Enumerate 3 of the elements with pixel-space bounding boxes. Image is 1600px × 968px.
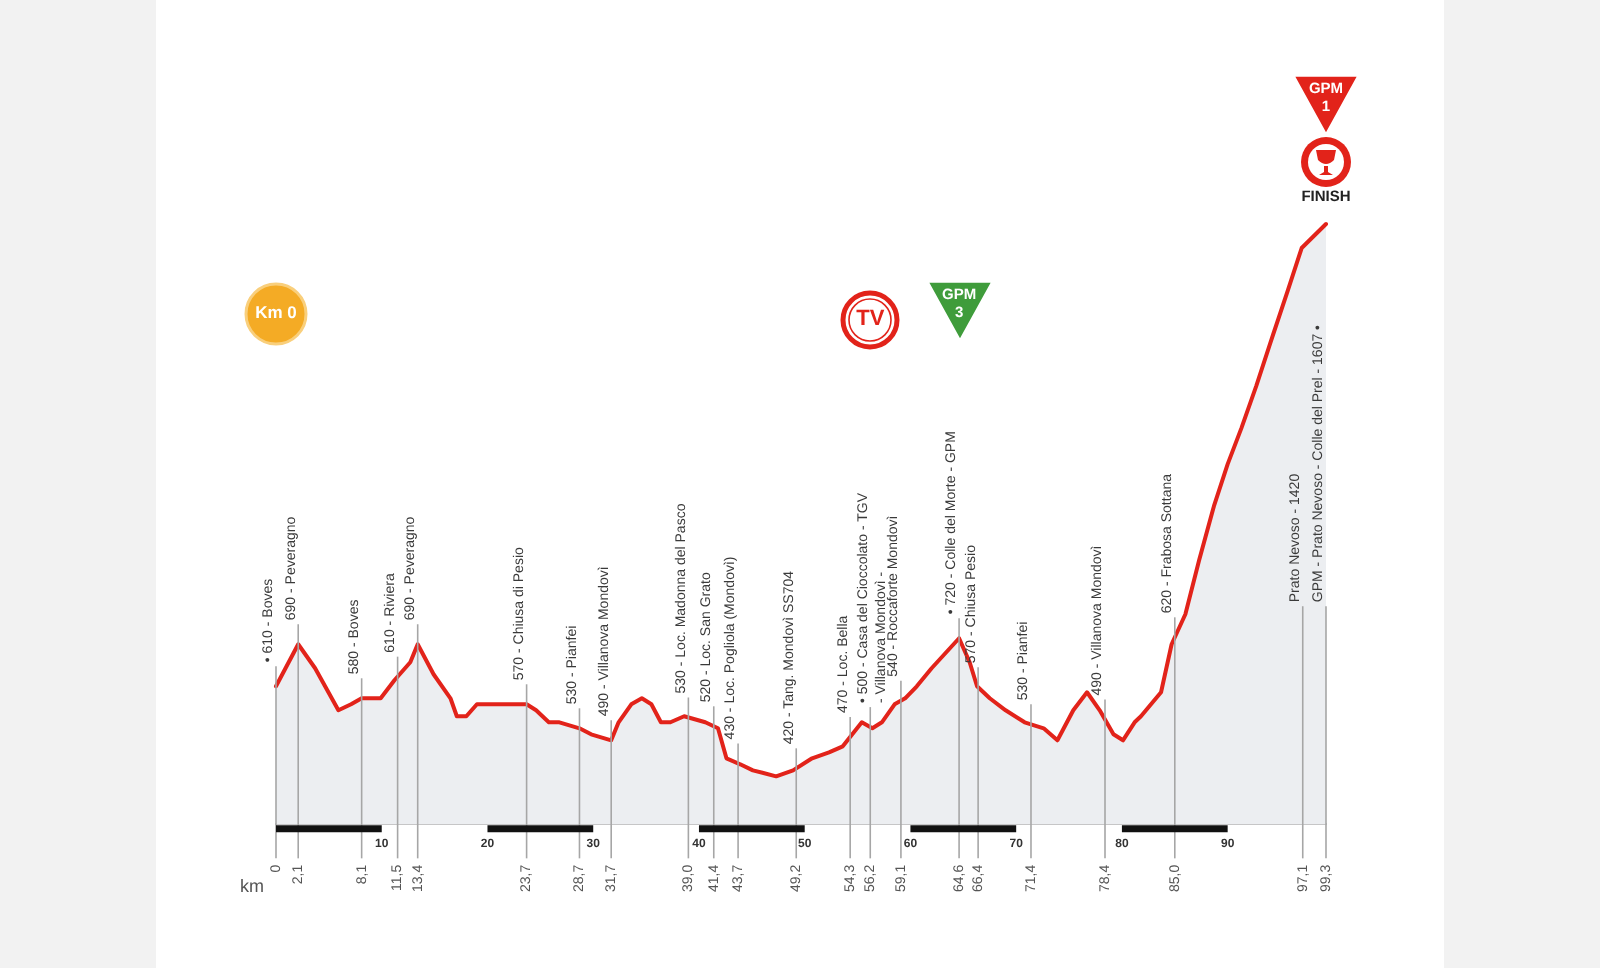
annotation: TV xyxy=(856,307,885,333)
annotation: Km 0 xyxy=(255,302,297,324)
x-axis-title: km xyxy=(240,875,264,896)
